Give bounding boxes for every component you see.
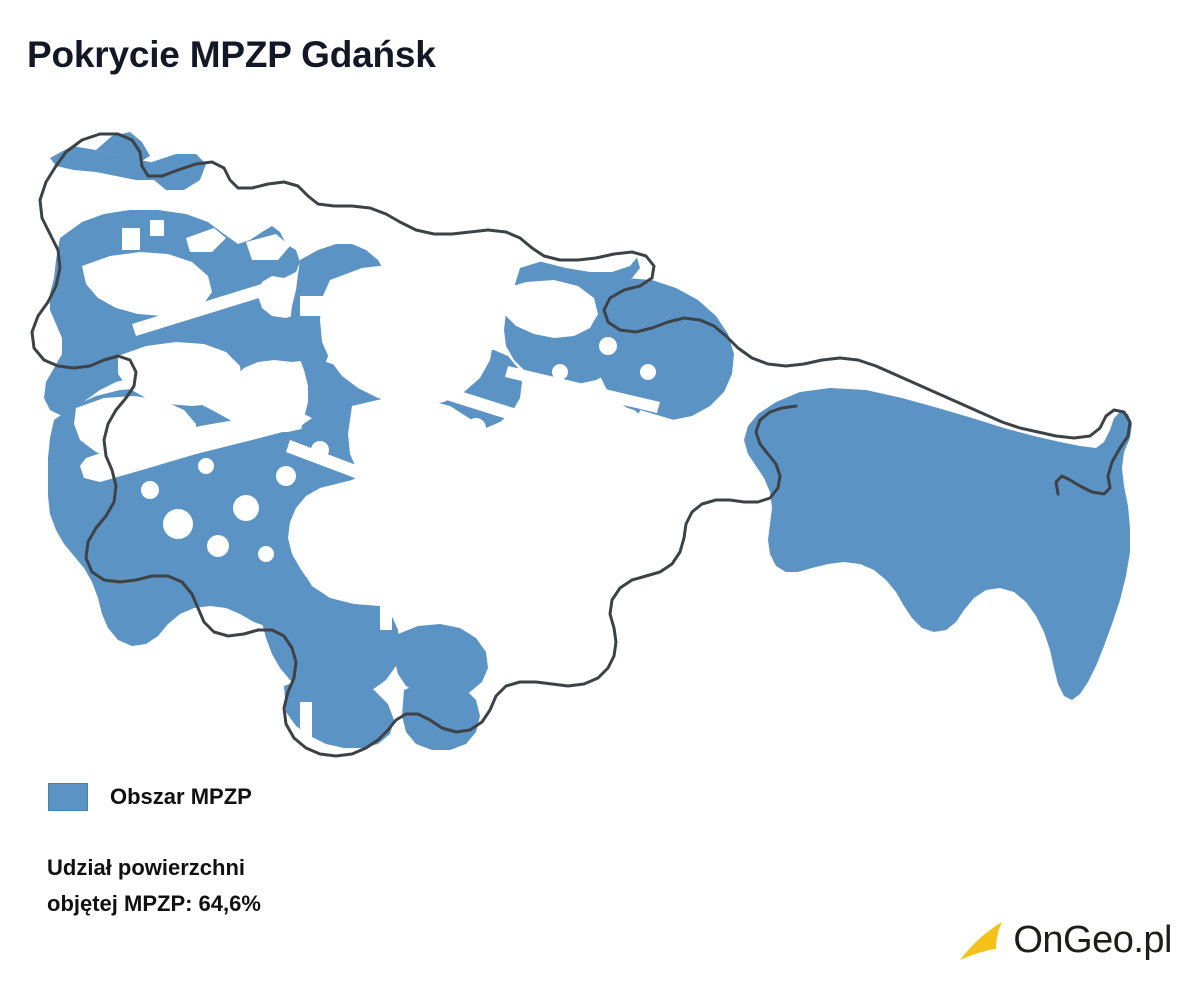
uncovered-polygon	[186, 228, 226, 252]
legend-color-swatch	[48, 783, 88, 811]
swoosh-arrow-icon	[960, 921, 1003, 960]
brand-name: OnGeo.pl	[1013, 919, 1172, 961]
mpzp-polygon	[402, 682, 480, 750]
uncovered-polygon	[122, 228, 140, 250]
uncovered-polygon	[503, 447, 521, 465]
mpzp-polygon	[594, 278, 734, 420]
uncovered-polygon	[141, 481, 159, 499]
uncovered-polygon	[80, 412, 312, 482]
uncovered-polygon	[384, 312, 404, 332]
uncovered-polygon	[226, 426, 248, 440]
uncovered-polygon	[637, 410, 742, 451]
uncovered-polygon	[486, 224, 640, 272]
map-svg[interactable]	[0, 110, 1200, 790]
mpzp-polygon	[96, 132, 150, 162]
uncovered-polygon	[163, 509, 193, 539]
uncovered-polygon	[599, 337, 617, 355]
uncovered-polygon	[336, 310, 356, 326]
uncovered-polygon	[368, 292, 386, 314]
uncovered-polygon	[246, 234, 290, 260]
city-boundary-path	[54, 132, 1132, 496]
uncovered-area-layer	[74, 220, 742, 758]
uncovered-polygon	[207, 535, 229, 557]
city-boundary-outline	[30, 132, 1132, 758]
uncovered-polygon	[505, 366, 660, 413]
uncovered-polygon	[498, 280, 598, 338]
map-legend: Obszar MPZP	[48, 783, 252, 811]
coverage-stat-line2: objętej MPZP: 64,6%	[47, 891, 261, 916]
uncovered-polygon	[150, 220, 164, 236]
uncovered-polygon	[118, 342, 242, 406]
uncovered-polygon	[164, 410, 184, 426]
uncovered-polygon	[300, 296, 326, 316]
coverage-stat: Udział powierzchni objętej MPZP: 64,6%	[47, 850, 261, 922]
coverage-stat-line1: Udział powierzchni	[47, 855, 246, 880]
uncovered-polygon	[286, 440, 470, 520]
uncovered-polygon	[640, 364, 656, 380]
uncovered-polygon	[233, 495, 259, 521]
uncovered-polygon	[132, 282, 272, 336]
uncovered-polygon	[276, 466, 296, 486]
page-title: Pokrycie MPZP Gdańsk	[27, 34, 436, 75]
city-boundary-path	[30, 164, 798, 758]
mpzp-polygon	[50, 146, 170, 180]
uncovered-polygon	[258, 546, 274, 562]
legend-item-label: Obszar MPZP	[110, 784, 252, 809]
uncovered-polygon	[443, 317, 461, 335]
mpzp-polygon	[152, 154, 206, 190]
uncovered-polygon	[436, 552, 556, 624]
uncovered-polygon	[436, 410, 454, 430]
uncovered-polygon	[466, 418, 486, 438]
uncovered-polygon	[333, 553, 351, 571]
map-figure[interactable]	[0, 110, 1200, 790]
uncovered-polygon	[540, 402, 658, 478]
mpzp-polygon	[744, 388, 1132, 700]
uncovered-polygon	[413, 345, 435, 367]
brand-logo[interactable]: OnGeo.pl	[958, 919, 1172, 962]
uncovered-polygon	[198, 458, 214, 474]
uncovered-polygon	[344, 330, 368, 354]
uncovered-polygon	[380, 530, 392, 630]
uncovered-polygon	[596, 462, 704, 532]
uncovered-polygon	[552, 364, 568, 380]
uncovered-polygon	[326, 350, 520, 422]
mpzp-polygon	[394, 624, 488, 698]
uncovered-polygon	[82, 252, 212, 316]
uncovered-polygon	[298, 518, 438, 606]
